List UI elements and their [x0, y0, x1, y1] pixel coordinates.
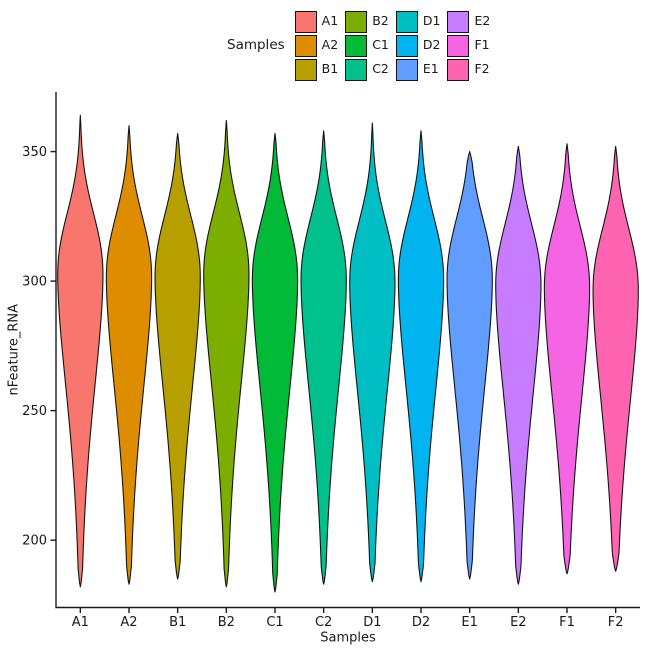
legend-item-D2: D2	[395, 34, 441, 57]
legend-key-swatch	[395, 58, 418, 81]
legend-key-swatch	[447, 10, 470, 33]
violin-B2	[203, 119, 250, 588]
legend-item-label: C2	[372, 61, 389, 77]
legend-item-label: E1	[422, 61, 439, 77]
x-tick-label: F2	[608, 615, 624, 630]
legend-key-swatch	[345, 58, 368, 81]
x-tick-label: D1	[363, 615, 381, 630]
legend-key-swatch	[395, 10, 418, 33]
legend-key-swatch	[447, 34, 470, 57]
y-tick-label: 200	[22, 534, 47, 549]
legend-item-F1: F1	[447, 34, 490, 57]
violin-A1	[57, 114, 104, 588]
legend-item-E2: E2	[447, 10, 490, 33]
violin-F2	[592, 145, 639, 572]
legend-item-label: A1	[321, 13, 339, 29]
legend: Samples A1 A2 B1 B2 C1 C2 D1 D2 E1 E2 F1 F2	[227, 10, 490, 81]
legend-item-label: B1	[321, 61, 339, 77]
legend-item-B2: B2	[345, 10, 389, 33]
x-tick-label: E1	[461, 615, 478, 630]
y-tick-label: 350	[22, 145, 47, 160]
x-tick-label: B1	[169, 615, 186, 630]
x-tick-label: C2	[315, 615, 332, 630]
legend-item-A1: A1	[294, 10, 339, 33]
y-tick-label: 250	[22, 404, 47, 419]
legend-item-C2: C2	[345, 58, 389, 81]
y-tick-label: 300	[22, 275, 47, 290]
legend-item-B1: B1	[294, 58, 339, 81]
legend-item-label: C1	[372, 37, 389, 53]
x-tick-label: A1	[72, 615, 89, 630]
legend-item-label: F2	[474, 61, 490, 77]
x-tick-label: D2	[412, 615, 430, 630]
violin-B1	[154, 132, 201, 580]
violin-D1	[349, 122, 396, 583]
legend-item-C1: C1	[345, 34, 389, 57]
legend-item-label: D2	[422, 37, 441, 53]
axis-lines	[55, 92, 640, 609]
violin-D2	[397, 130, 445, 583]
legend-key-swatch	[294, 10, 317, 33]
legend-item-label: F1	[474, 37, 490, 53]
violin-C2	[300, 130, 347, 585]
legend-key-swatch	[294, 58, 317, 81]
violin-F1	[543, 143, 591, 575]
legend-item-label: D1	[422, 13, 441, 29]
violin-A2	[105, 125, 153, 585]
legend-item-F2: F2	[447, 58, 490, 81]
x-axis-title: Samples	[320, 631, 376, 646]
x-tick-label: C1	[266, 615, 283, 630]
y-axis-title: nFeature_RNA	[7, 304, 22, 396]
legend-item-D1: D1	[395, 10, 441, 33]
x-tick-label: F1	[559, 615, 575, 630]
legend-key-swatch	[345, 10, 368, 33]
violin-E1	[446, 151, 493, 580]
x-tick-label: B2	[218, 615, 235, 630]
legend-key-swatch	[345, 34, 368, 57]
legend-key-swatch	[294, 34, 317, 57]
violin-C1	[251, 132, 299, 593]
violin-E2	[495, 145, 542, 585]
legend-entries: A1 A2 B1 B2 C1 C2 D1 D2 E1 E2 F1 F2	[294, 10, 490, 81]
legend-key-swatch	[395, 34, 418, 57]
legend-item-label: A2	[321, 37, 339, 53]
x-tick-label: A2	[120, 615, 137, 630]
legend-key-swatch	[447, 58, 470, 81]
x-tick-label: E2	[510, 615, 527, 630]
legend-item-label: B2	[372, 13, 389, 29]
legend-title: Samples	[227, 36, 285, 53]
legend-item-E1: E1	[395, 58, 441, 81]
legend-item-A2: A2	[294, 34, 339, 57]
legend-item-label: E2	[474, 13, 491, 29]
